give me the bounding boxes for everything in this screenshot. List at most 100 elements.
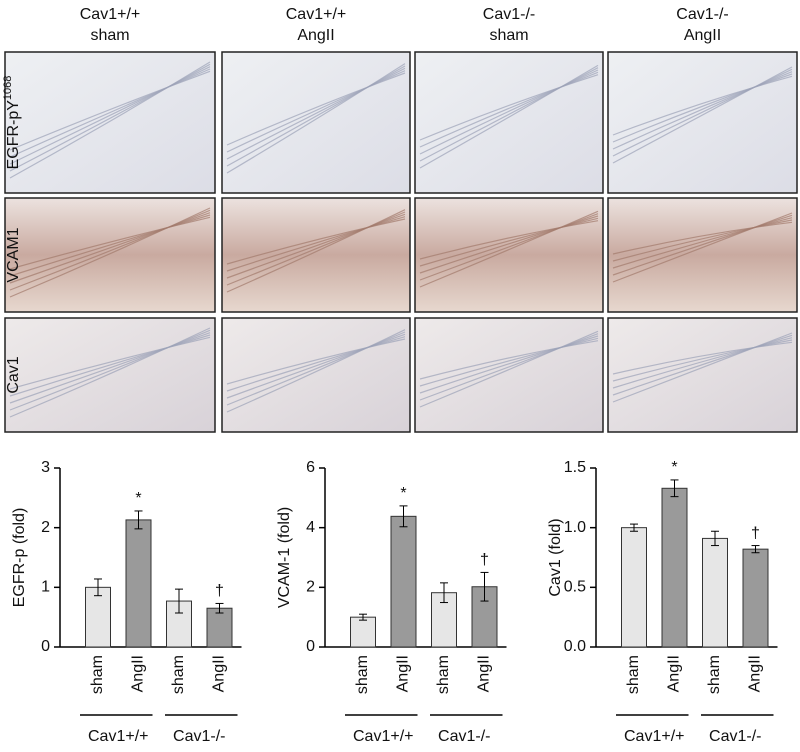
column-header: Cav1+/+ [80, 6, 140, 23]
micrograph [4, 197, 216, 313]
tissue-fiber [9, 68, 211, 158]
error-bar [399, 505, 408, 528]
micrograph [414, 51, 604, 194]
tissue-fiber [226, 65, 406, 167]
tissue-fiber [419, 217, 599, 267]
column-header: Cav1-/- [483, 6, 535, 23]
tissue-fiber [612, 217, 793, 269]
tissue-fiber [226, 336, 406, 392]
tissue-fiber [612, 332, 793, 403]
bar [702, 537, 728, 648]
tissue-fiber [226, 338, 406, 385]
tissue-fiber [419, 71, 599, 148]
tissue-fiber [226, 218, 406, 265]
bar [350, 616, 376, 648]
tissue-fiber [612, 73, 793, 143]
bar [390, 515, 417, 648]
tissue-fiber [226, 70, 406, 153]
tissue-fiber [9, 207, 211, 298]
significance-mark: * [135, 490, 141, 507]
tissue-fiber [226, 329, 406, 413]
tissue-fiber [419, 330, 599, 408]
tissue-fiber [226, 211, 406, 286]
tissue-fiber [612, 75, 793, 136]
micrograph [221, 197, 411, 313]
y-tick-label: 0 [306, 638, 315, 655]
micrograph [4, 317, 216, 433]
group-label: Cav1-/- [438, 728, 490, 745]
tissue-fiber [226, 209, 406, 293]
x-tick-label: AngII [666, 655, 683, 692]
y-tick-label: 3 [41, 459, 50, 476]
significance-mark: * [671, 459, 677, 476]
row-label: Cav1 [5, 356, 22, 393]
y-axis-title: Cav1 (fold) [547, 518, 564, 596]
row-label-text: VCAM1 [5, 227, 22, 282]
micrograph [607, 317, 798, 433]
tissue-fiber [419, 333, 599, 401]
tissue-fiber [419, 210, 599, 288]
micrograph [4, 51, 216, 194]
row-label-text: Cav1 [5, 356, 22, 393]
tissue-fiber [226, 331, 406, 406]
tissue-fiber [9, 214, 211, 277]
tissue-fiber [9, 63, 211, 172]
group-label: Cav1-/- [173, 728, 225, 745]
x-tick-label: sham [625, 655, 642, 694]
tissue-fiber [9, 61, 211, 179]
y-axis-title: VCAM-1 (fold) [276, 507, 293, 608]
tissue-fiber [612, 221, 793, 255]
bar [206, 607, 233, 648]
tissue-fiber [612, 71, 793, 150]
significance-mark: † [215, 583, 224, 600]
tissue-fiber [612, 339, 793, 382]
tissue-fiber [419, 335, 599, 394]
row-label: EGFR-pY1068 [2, 76, 22, 170]
group-label: Cav1+/+ [624, 728, 684, 745]
y-tick-label: 0.0 [564, 638, 586, 655]
column-header: AngII [297, 27, 334, 44]
tissue-fiber [226, 216, 406, 272]
x-tick-label: AngII [747, 655, 764, 692]
row-label-superscript: 1068 [2, 76, 14, 100]
tissue-fiber [612, 219, 793, 262]
tissue-fiber [9, 334, 211, 397]
y-tick-label: 2 [306, 579, 315, 596]
y-tick-label: 0.5 [564, 579, 586, 596]
column-header: Cav1+/+ [286, 6, 346, 23]
micrograph [221, 51, 411, 194]
tissue-fiber [226, 213, 406, 279]
micrograph [221, 317, 411, 433]
error-bar [711, 530, 719, 547]
error-bar [215, 602, 224, 614]
error-bar [94, 578, 102, 597]
y-tick-label: 2 [41, 519, 50, 536]
tissue-fiber [9, 329, 211, 411]
error-bar [175, 588, 183, 614]
column-header: AngII [684, 27, 721, 44]
bar [125, 519, 152, 648]
tissue-fiber [226, 333, 406, 399]
y-tick-label: 6 [306, 459, 315, 476]
tissue-fiber [9, 332, 211, 404]
tissue-fiber [9, 66, 211, 165]
tissue-fiber [226, 63, 406, 174]
bar [742, 548, 769, 648]
tissue-fiber [9, 70, 211, 151]
tissue-fiber [9, 216, 211, 270]
error-bar [751, 545, 760, 554]
group-label: Cav1-/- [709, 728, 761, 745]
row-label: VCAM1 [5, 227, 22, 282]
micrograph [414, 197, 604, 313]
micrograph [607, 197, 798, 313]
x-tick-label: sham [89, 655, 106, 694]
group-label: Cav1+/+ [88, 728, 148, 745]
significance-mark: † [480, 552, 489, 569]
error-bar [480, 571, 489, 602]
y-tick-label: 4 [306, 519, 315, 536]
tissue-fiber [226, 67, 406, 160]
column-header: sham [90, 27, 129, 44]
bar [85, 586, 111, 648]
error-bar [134, 510, 143, 530]
